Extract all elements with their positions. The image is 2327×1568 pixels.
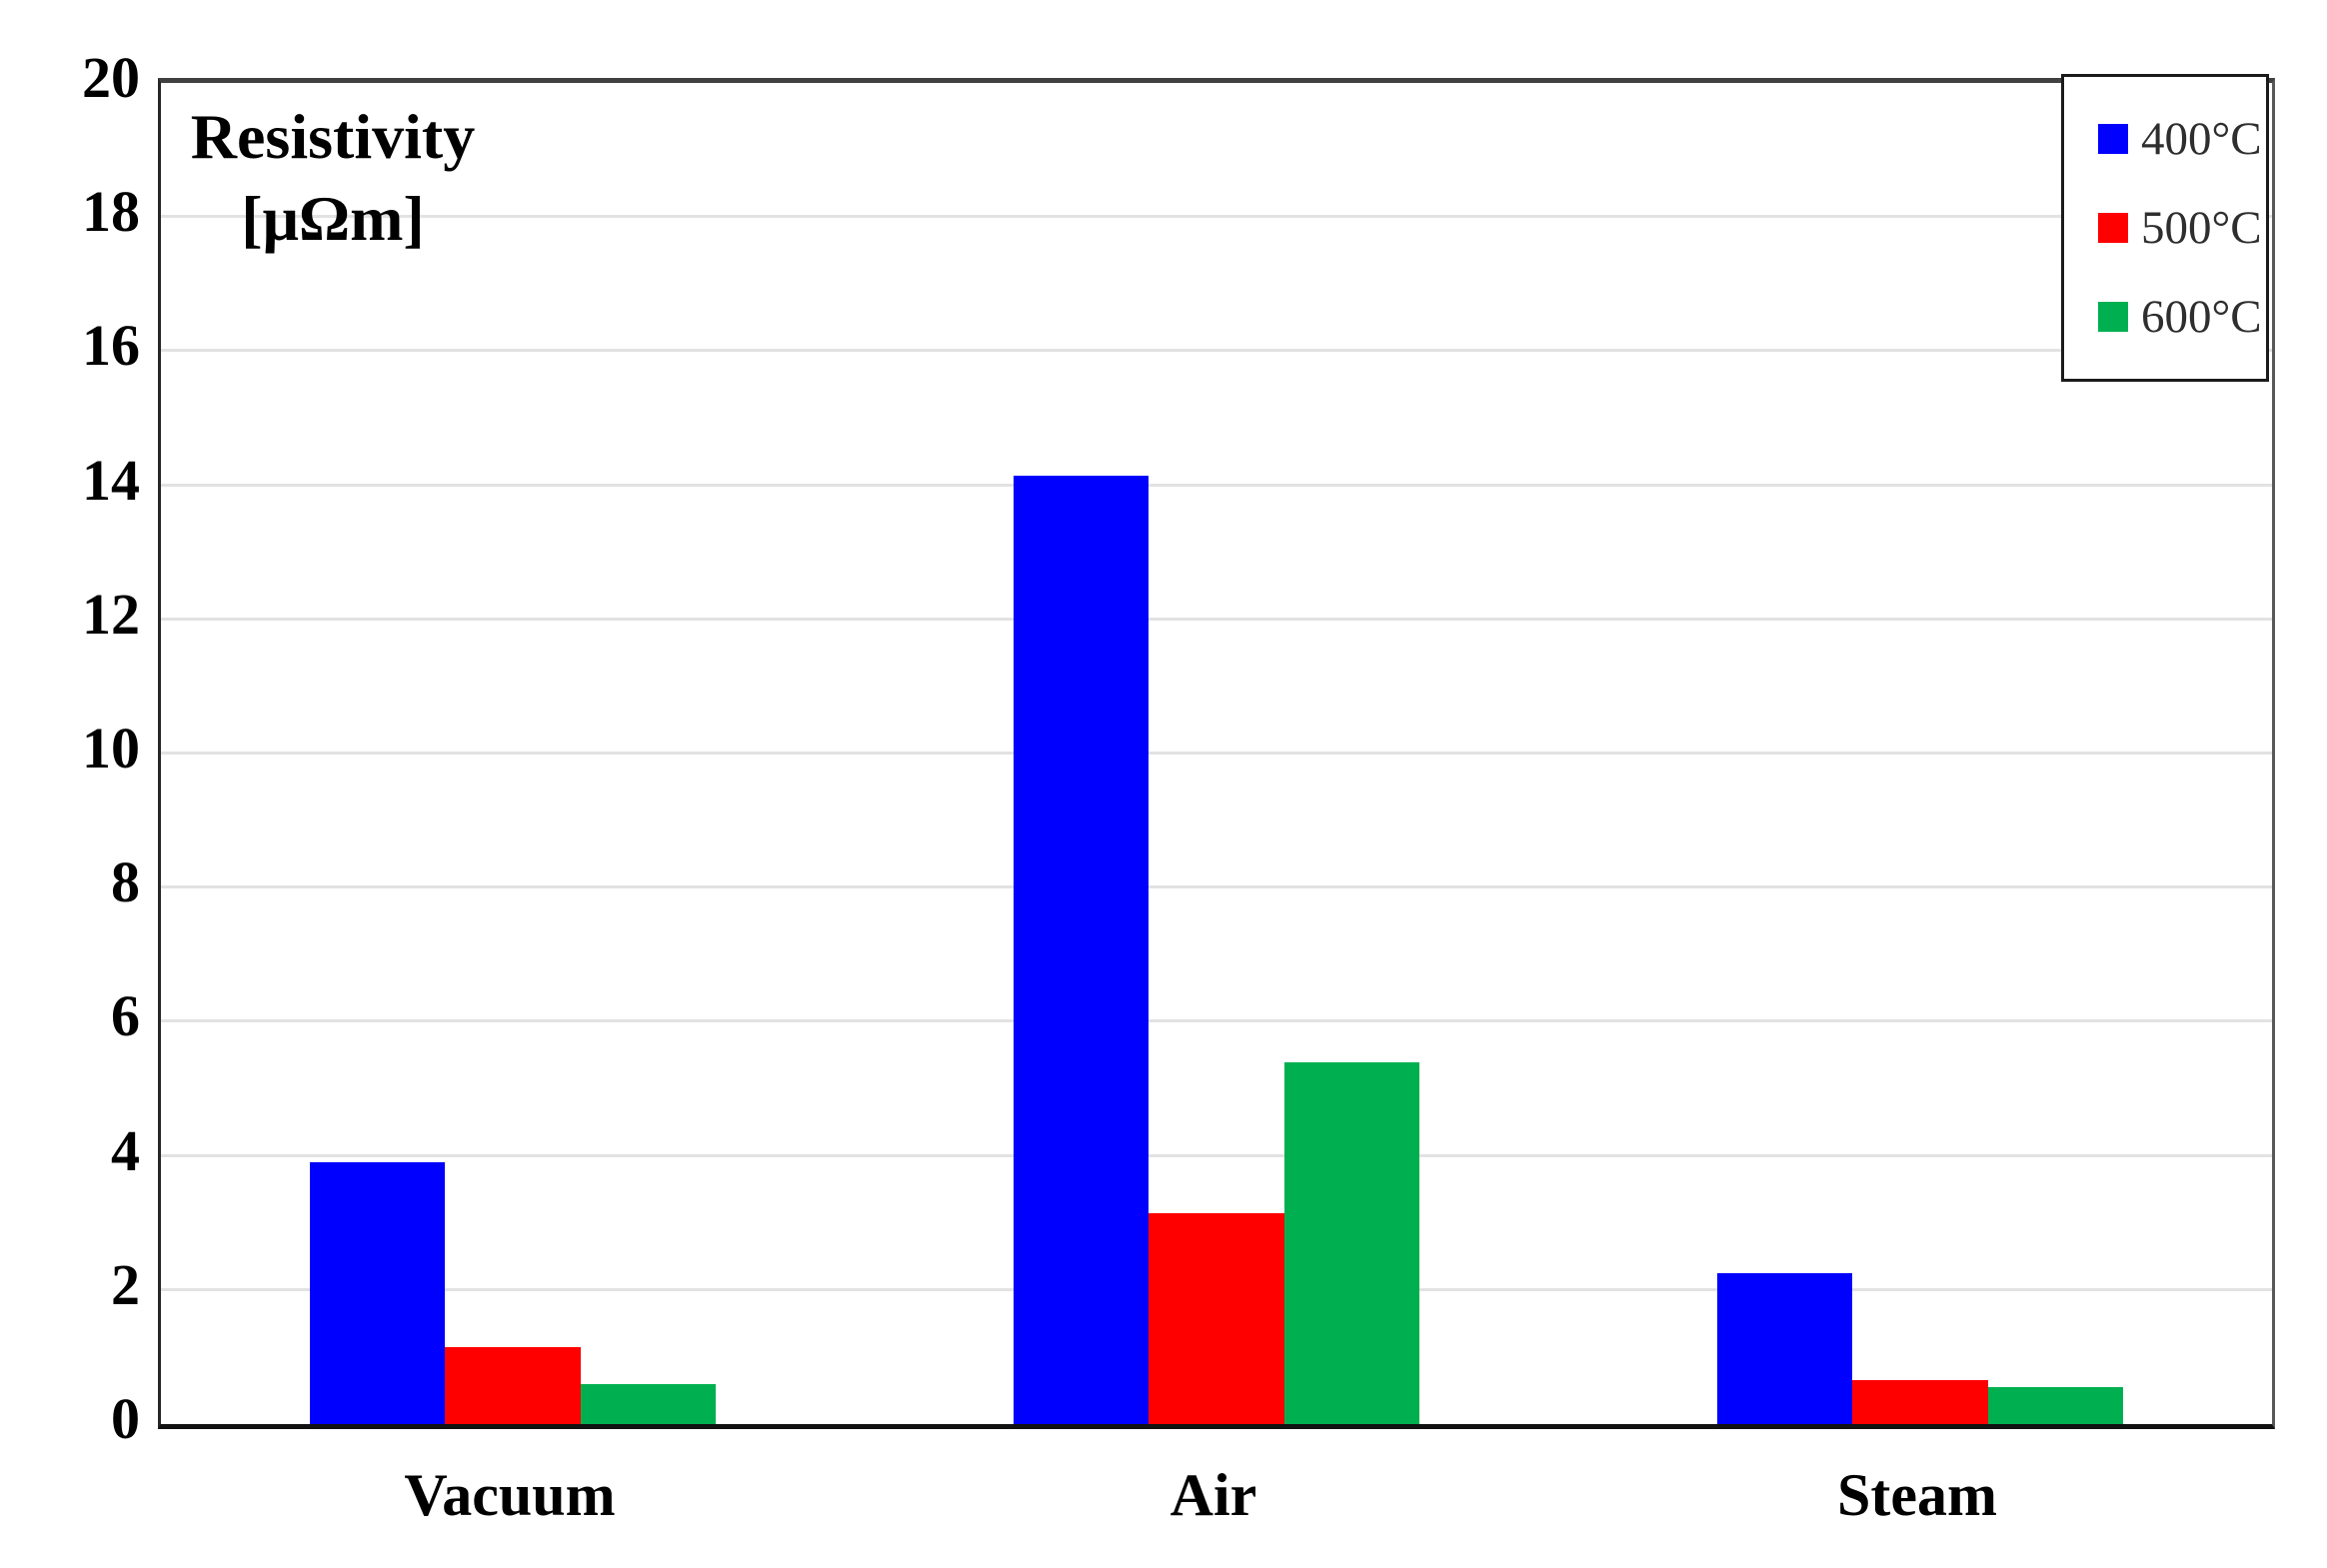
- bar-vacuum-500°C: [445, 1346, 581, 1424]
- y-tick-label-0: 0: [111, 1386, 140, 1451]
- legend-swatch-icon: [2098, 213, 2128, 243]
- y-axis-title-line1: Resistivity: [190, 101, 476, 172]
- legend-label: 600°C: [2141, 291, 2262, 343]
- legend-label: 400°C: [2141, 113, 2262, 165]
- gridline-14: [161, 483, 2272, 487]
- legend-item-500°C: 500°C: [2098, 201, 2266, 255]
- bar-steam-500°C: [1852, 1380, 1988, 1424]
- legend-label: 500°C: [2141, 202, 2262, 254]
- plot-area: [158, 78, 2275, 1429]
- y-axis-title: Resistivity [μΩm]: [168, 96, 498, 260]
- legend-item-400°C: 400°C: [2098, 112, 2266, 166]
- bar-steam-600°C: [1987, 1387, 2124, 1424]
- bar-vacuum-600°C: [580, 1383, 717, 1424]
- bar-steam-400°C: [1716, 1273, 1853, 1424]
- legend-item-600°C: 600°C: [2098, 290, 2266, 344]
- y-axis-title-line2: [μΩm]: [241, 182, 425, 254]
- y-tick-label-20: 20: [82, 45, 140, 110]
- legend-swatch-icon: [2098, 124, 2128, 154]
- bar-air-500°C: [1149, 1212, 1284, 1424]
- bar-vacuum-400°C: [309, 1162, 446, 1424]
- gridline-8: [161, 885, 2272, 889]
- bar-air-600°C: [1283, 1061, 1420, 1424]
- x-category-label-steam: Steam: [1837, 1462, 1997, 1528]
- bar-air-400°C: [1013, 475, 1150, 1424]
- x-category-label-vacuum: Vacuum: [404, 1462, 616, 1528]
- y-tick-label-6: 6: [111, 983, 140, 1049]
- y-tick-label-16: 16: [82, 313, 140, 379]
- y-tick-label-12: 12: [82, 581, 140, 647]
- gridline-4: [161, 1153, 2272, 1157]
- gridline-12: [161, 617, 2272, 621]
- legend-swatch-icon: [2098, 302, 2128, 332]
- y-tick-label-2: 2: [111, 1251, 140, 1317]
- gridline-10: [161, 752, 2272, 755]
- y-tick-label-14: 14: [82, 447, 140, 513]
- y-tick-label-4: 4: [111, 1117, 140, 1183]
- gridline-18: [161, 215, 2272, 219]
- y-tick-label-18: 18: [82, 179, 140, 245]
- x-category-label-air: Air: [1169, 1462, 1257, 1528]
- plot-inner: [161, 83, 2272, 1424]
- y-tick-label-8: 8: [111, 849, 140, 915]
- gridline-16: [161, 349, 2272, 353]
- y-tick-label-10: 10: [82, 716, 140, 781]
- legend: 400°C 500°C 600°C: [2061, 74, 2269, 382]
- gridline-6: [161, 1019, 2272, 1023]
